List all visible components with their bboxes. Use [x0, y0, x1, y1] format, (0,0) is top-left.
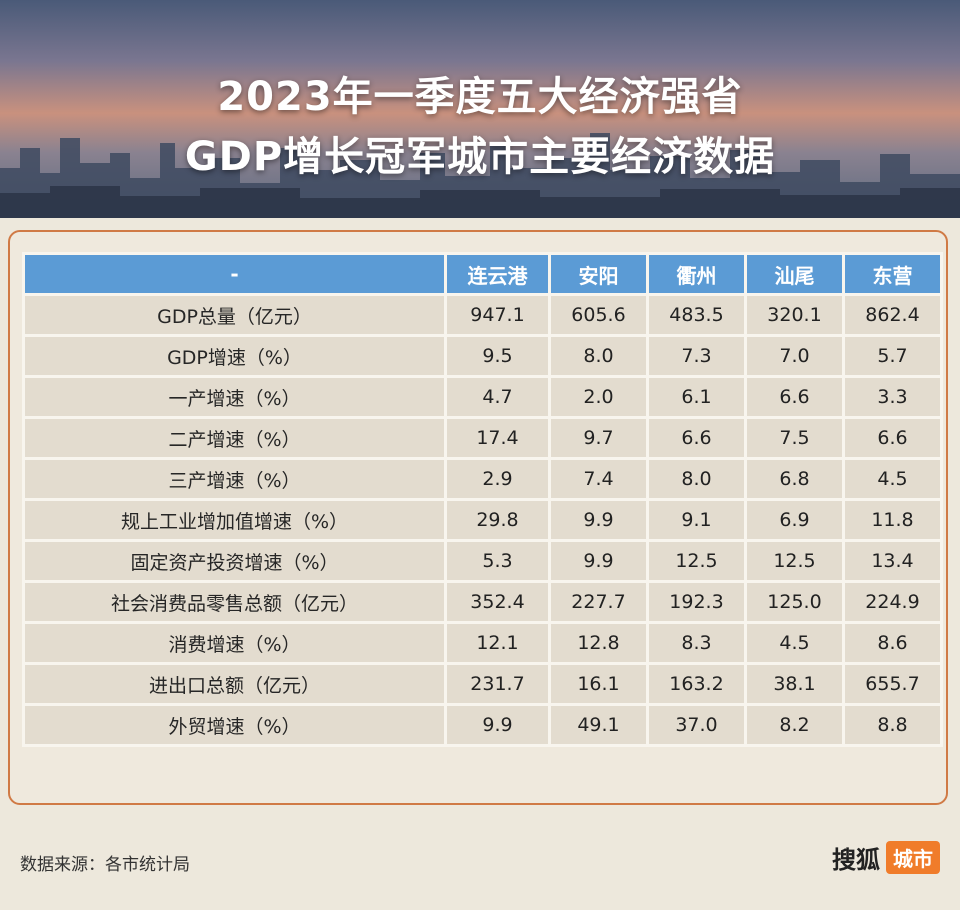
table-cell: 29.8: [444, 498, 551, 542]
table-row: 规上工业增加值增速（%） 29.8 9.9 9.1 6.9 11.8: [22, 498, 943, 542]
table-cell: 9.5: [444, 334, 551, 378]
table-cell: 8.0: [646, 457, 747, 501]
data-table-card: - 连云港 安阳 衢州 汕尾 东营 GDP总量（亿元） 947.1 605.6 483…: [8, 230, 948, 805]
table-cell: 38.1: [744, 662, 845, 706]
logo-sohu-text: 搜狐: [832, 845, 880, 874]
table-cell: 862.4: [842, 293, 943, 337]
table-cell: 9.9: [548, 498, 649, 542]
table-row: 三产增速（%） 2.9 7.4 8.0 6.8 4.5: [22, 457, 943, 501]
column-header: 汕尾: [744, 252, 845, 296]
table-cell: 6.1: [646, 375, 747, 419]
table-cell: 9.9: [548, 539, 649, 583]
table-cell: 483.5: [646, 293, 747, 337]
data-source-note: 数据来源：各市统计局: [20, 855, 190, 875]
table-cell: 9.1: [646, 498, 747, 542]
table-row: GDP增速（%） 9.5 8.0 7.3 7.0 5.7: [22, 334, 943, 378]
table-cell: 655.7: [842, 662, 943, 706]
row-label: 三产增速（%）: [22, 457, 447, 501]
table-cell: 6.8: [744, 457, 845, 501]
table-cell: 9.9: [444, 703, 551, 747]
column-header: 东营: [842, 252, 943, 296]
sohu-city-logo: 搜狐 城市: [832, 840, 940, 874]
table-cell: 13.4: [842, 539, 943, 583]
table-cell: 3.3: [842, 375, 943, 419]
table-row: 外贸增速（%） 9.9 49.1 37.0 8.2 8.8: [22, 703, 943, 747]
table-cell: 12.5: [744, 539, 845, 583]
table-cell: 320.1: [744, 293, 845, 337]
table-cell: 7.0: [744, 334, 845, 378]
table-cell: 4.7: [444, 375, 551, 419]
table-cell: 11.8: [842, 498, 943, 542]
table-cell: 16.1: [548, 662, 649, 706]
table-cell: 12.8: [548, 621, 649, 665]
table-cell: 4.5: [744, 621, 845, 665]
table-row: 进出口总额（亿元） 231.7 16.1 163.2 38.1 655.7: [22, 662, 943, 706]
table-cell: 6.6: [744, 375, 845, 419]
row-label: 规上工业增加值增速（%）: [22, 498, 447, 542]
table-cell: 9.7: [548, 416, 649, 460]
table-cell: 231.7: [444, 662, 551, 706]
page-title-line1: 2023年一季度五大经济强省: [217, 74, 743, 120]
city-skyline-image: [0, 133, 960, 218]
table-cell: 5.3: [444, 539, 551, 583]
table-cell: 7.4: [548, 457, 649, 501]
table-cell: 192.3: [646, 580, 747, 624]
logo-city-badge: 城市: [886, 840, 940, 874]
table-row: 消费增速（%） 12.1 12.8 8.3 4.5 8.6: [22, 621, 943, 665]
page-title-line2: GDP增长冠军城市主要经济数据: [184, 134, 776, 180]
table-row: 社会消费品零售总额（亿元） 352.4 227.7 192.3 125.0 224.9: [22, 580, 943, 624]
table-cell: 8.6: [842, 621, 943, 665]
table-cell: 163.2: [646, 662, 747, 706]
table-row: 固定资产投资增速（%） 5.3 9.9 12.5 12.5 13.4: [22, 539, 943, 583]
table-cell: 227.7: [548, 580, 649, 624]
economic-data-table: - 连云港 安阳 衢州 汕尾 东营 GDP总量（亿元） 947.1 605.6 483…: [22, 252, 943, 747]
table-cell: 4.5: [842, 457, 943, 501]
table-cell: 8.8: [842, 703, 943, 747]
table-cell: 605.6: [548, 293, 649, 337]
column-header: 安阳: [548, 252, 649, 296]
row-label: 进出口总额（亿元）: [22, 662, 447, 706]
table-cell: 125.0: [744, 580, 845, 624]
table-cell: 8.0: [548, 334, 649, 378]
table-cell: 7.3: [646, 334, 747, 378]
header-banner: 2023年一季度五大经济强省 GDP增长冠军城市主要经济数据: [0, 0, 960, 218]
table-row: GDP总量（亿元） 947.1 605.6 483.5 320.1 862.4: [22, 293, 943, 337]
row-label: 二产增速（%）: [22, 416, 447, 460]
row-label: 外贸增速（%）: [22, 703, 447, 747]
table-cell: 224.9: [842, 580, 943, 624]
table-cell: 2.9: [444, 457, 551, 501]
table-row: 二产增速（%） 17.4 9.7 6.6 7.5 6.6: [22, 416, 943, 460]
table-cell: 2.0: [548, 375, 649, 419]
row-label: GDP增速（%）: [22, 334, 447, 378]
row-label: 一产增速（%）: [22, 375, 447, 419]
table-cell: 37.0: [646, 703, 747, 747]
table-cell: 7.5: [744, 416, 845, 460]
table-cell: 12.1: [444, 621, 551, 665]
row-label: GDP总量（亿元）: [22, 293, 447, 337]
table-cell: 8.2: [744, 703, 845, 747]
table-cell: 49.1: [548, 703, 649, 747]
table-cell: 12.5: [646, 539, 747, 583]
table-cell: 17.4: [444, 416, 551, 460]
row-label: 消费增速（%）: [22, 621, 447, 665]
row-label: 固定资产投资增速（%）: [22, 539, 447, 583]
row-label: 社会消费品零售总额（亿元）: [22, 580, 447, 624]
table-corner-cell: -: [22, 252, 447, 296]
table-cell: 947.1: [444, 293, 551, 337]
table-cell: 352.4: [444, 580, 551, 624]
table-cell: 5.7: [842, 334, 943, 378]
table-cell: 6.9: [744, 498, 845, 542]
table-cell: 6.6: [646, 416, 747, 460]
table-cell: 6.6: [842, 416, 943, 460]
table-row: 一产增速（%） 4.7 2.0 6.1 6.6 3.3: [22, 375, 943, 419]
table-cell: 8.3: [646, 621, 747, 665]
table-header-row: - 连云港 安阳 衢州 汕尾 东营: [22, 252, 943, 296]
column-header: 连云港: [444, 252, 551, 296]
column-header: 衢州: [646, 252, 747, 296]
